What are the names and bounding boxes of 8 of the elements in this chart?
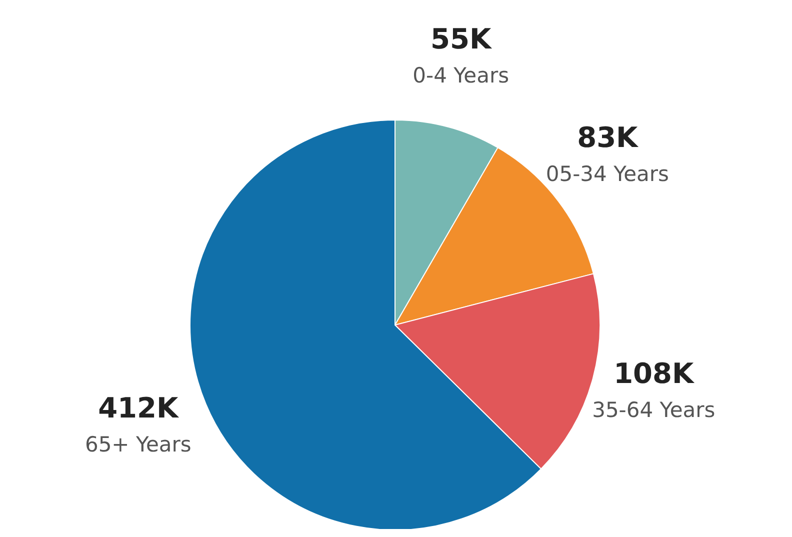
data-label: 108K	[614, 356, 696, 390]
data-label: 55K	[430, 22, 492, 56]
slice-label: 0-4 Years	[412, 63, 510, 88]
slice-label: 65+ Years	[84, 432, 192, 456]
data-label: 83K	[577, 120, 640, 154]
slice-label: 35-64 Years	[592, 398, 716, 422]
data-label: 412K	[98, 391, 180, 424]
slice-label: 05-34 Years	[546, 162, 669, 186]
